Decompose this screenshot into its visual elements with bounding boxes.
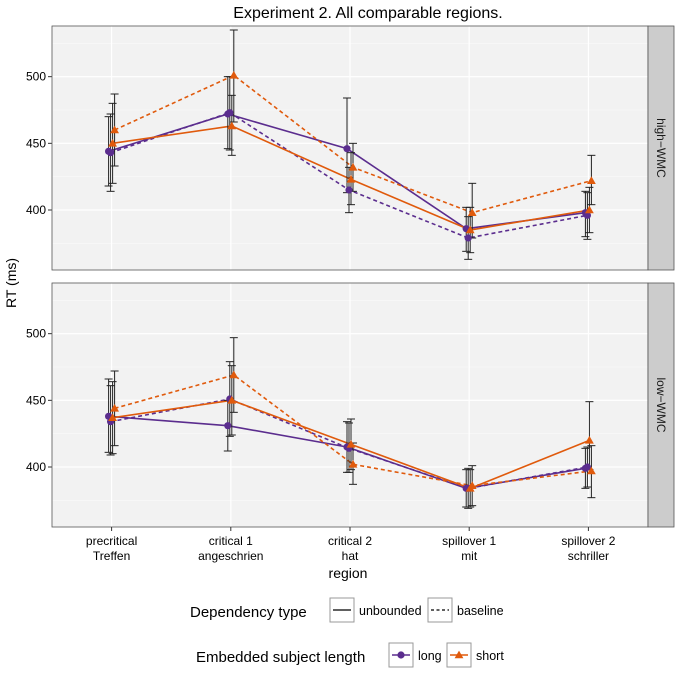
point-long-baseline — [583, 463, 592, 471]
point-short-unbounded — [465, 225, 475, 234]
legend-title: Embedded subject length — [196, 649, 365, 666]
x-tick-label: critical 2 — [328, 534, 372, 548]
x-tick-label: mit — [461, 549, 478, 563]
legend-embedded-subject-length: Embedded subject length long short — [196, 642, 504, 668]
point-long-baseline — [226, 109, 234, 117]
x-tick-label: angeschrien — [198, 549, 263, 563]
point-short-unbounded — [585, 435, 594, 444]
point-short-baseline — [348, 162, 358, 171]
point-long-baseline — [345, 186, 353, 194]
y-tick-label: 400 — [26, 460, 46, 474]
facet-strip-label: low−WMC — [654, 377, 668, 432]
legend-key-triangle — [454, 650, 464, 659]
x-tick-label: spillover 1 — [442, 534, 496, 548]
point-short-unbounded — [585, 205, 594, 214]
point-long-baseline — [583, 211, 592, 219]
legend-item-label: long — [418, 649, 442, 663]
point-short-unbounded — [346, 439, 356, 448]
point-short-unbounded — [227, 121, 237, 130]
legend-title: Dependency type — [190, 604, 307, 621]
x-tick-label: schriller — [568, 549, 609, 563]
point-long-baseline — [464, 234, 472, 242]
y-tick-label: 400 — [26, 203, 46, 217]
panel-high-wmc: 400 450 500 high−WMC — [26, 25, 675, 271]
point-short-unbounded — [346, 174, 356, 183]
x-tick-label: hat — [342, 549, 359, 563]
y-tick-label: 500 — [26, 327, 46, 341]
point-short-baseline — [348, 459, 358, 468]
point-short-baseline — [467, 208, 477, 216]
legend-key-circle — [397, 651, 405, 659]
facet-strip — [647, 282, 675, 528]
y-axis-label: RT (ms) — [3, 258, 19, 308]
x-tick-label: precritical — [86, 534, 137, 548]
panel-low-wmc: 400 450 500 low−WMC — [26, 282, 675, 528]
legend-item-label: baseline — [457, 604, 504, 618]
point-long-baseline — [107, 149, 115, 157]
x-tick-label: Treffen — [93, 549, 130, 563]
point-long-unbounded — [343, 145, 351, 153]
point-short-baseline — [110, 125, 119, 134]
point-short-baseline — [467, 481, 477, 489]
y-tick-label: 450 — [26, 136, 46, 150]
y-tick-label: 500 — [26, 70, 46, 84]
point-short-baseline — [587, 466, 596, 475]
legend-item-label: unbounded — [359, 604, 422, 618]
y-tick-label: 450 — [26, 393, 46, 407]
chart-title: Experiment 2. All comparable regions. — [233, 5, 502, 22]
point-short-baseline — [229, 370, 239, 379]
x-tick-label: spillover 2 — [561, 534, 615, 548]
point-long-unbounded — [224, 422, 232, 430]
x-tick-label: critical 1 — [209, 534, 253, 548]
legend-dependency-type: Dependency type unbounded baseline — [190, 597, 504, 623]
point-short-baseline — [587, 176, 596, 184]
facet-strip — [647, 25, 675, 271]
point-short-baseline — [110, 403, 119, 412]
point-short-unbounded — [108, 138, 117, 147]
legend-item-label: short — [476, 649, 504, 663]
point-short-baseline — [229, 70, 239, 79]
point-short-unbounded — [108, 413, 117, 421]
x-axis-label: region — [329, 565, 368, 581]
point-short-unbounded — [227, 395, 237, 404]
facet-strip-label: high−WMC — [654, 118, 668, 178]
